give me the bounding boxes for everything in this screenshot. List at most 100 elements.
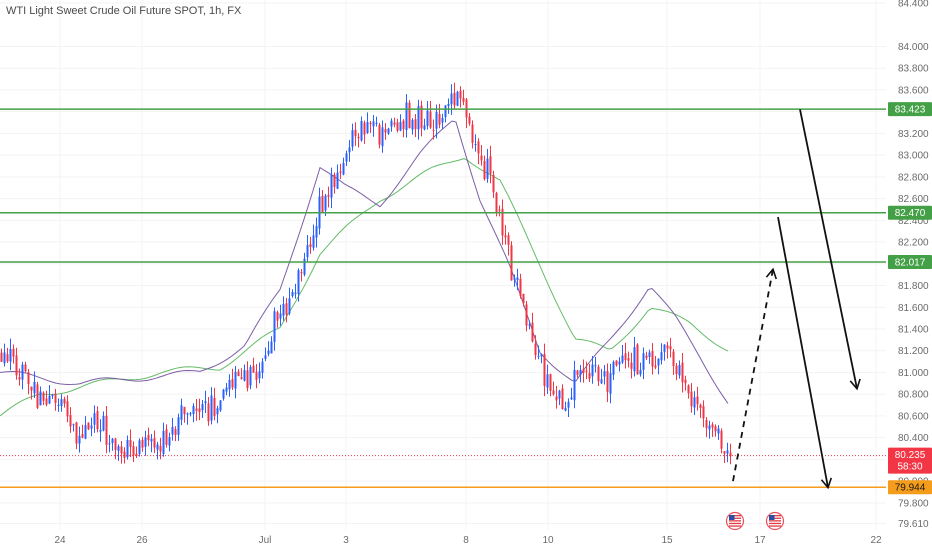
chart-grid (0, 0, 886, 530)
candle-body (84, 425, 87, 439)
level-price-tag-label: 79.944 (895, 483, 926, 494)
candle-body (531, 322, 534, 342)
candle-body (525, 304, 528, 326)
time-tick-label: Jul (259, 535, 272, 546)
candle-body (99, 429, 102, 432)
candle-body (627, 358, 630, 361)
candle-body (510, 245, 513, 281)
time-tick-label: 8 (463, 535, 469, 546)
candle-body (159, 445, 162, 452)
candle-body (351, 130, 354, 147)
candle-body (258, 371, 261, 379)
candle-body (453, 92, 456, 106)
candle-body (423, 125, 426, 130)
candle-body (366, 122, 369, 133)
candle-body (447, 103, 450, 107)
candle-body (108, 443, 111, 445)
horizontal-levels[interactable] (0, 108, 886, 488)
candle-body (591, 364, 594, 377)
candle-body (597, 366, 600, 382)
price-tick-label: 81.800 (898, 281, 929, 292)
candle-body (672, 351, 675, 367)
price-tick-label: 79.610 (898, 519, 929, 530)
candle-body (645, 355, 648, 358)
candle-body (321, 195, 324, 213)
candle-body (327, 194, 330, 197)
candle-body (426, 110, 429, 126)
candle-body (24, 364, 27, 372)
candle-body (240, 377, 243, 379)
candle-body (555, 396, 558, 401)
candle-body (420, 105, 423, 129)
flag-stripe (729, 520, 741, 522)
candle-body (273, 311, 276, 342)
candle-body (357, 136, 360, 139)
projection-arrow[interactable] (777, 216, 833, 490)
candle-body (678, 365, 681, 376)
candle-body (729, 452, 732, 457)
candle-body (723, 451, 726, 454)
candle-body (393, 122, 396, 125)
candle-body (462, 97, 465, 102)
candle-body (264, 355, 267, 359)
candle-body (36, 384, 39, 408)
candle-body (714, 426, 717, 432)
projection-arrows[interactable] (732, 109, 861, 490)
time-axis[interactable]: 24 26 Jul 3 8 10 15 17 22 (54, 535, 882, 546)
candle-body (543, 353, 546, 387)
candle-body (309, 244, 312, 247)
candle-body (168, 437, 171, 446)
candle-body (48, 395, 51, 404)
candle-body (288, 298, 291, 314)
candle-body (144, 437, 147, 447)
candle-body (681, 362, 684, 383)
candle-body (192, 405, 195, 415)
candle-body (633, 347, 636, 372)
candle-body (396, 122, 399, 131)
candle-body (0, 352, 3, 362)
flag-stripe (769, 520, 781, 522)
level-price-tag (888, 480, 932, 495)
price-tick-label: 84.400 (898, 0, 929, 10)
candle-body (237, 371, 240, 377)
candle-body (138, 440, 141, 454)
candle-body (669, 346, 672, 350)
candle-body (666, 345, 669, 349)
flag-canton (769, 515, 775, 520)
candle-body (21, 364, 24, 380)
candle-body (459, 90, 462, 99)
fast-moving-average-line (0, 120, 729, 404)
candle-body (498, 209, 501, 211)
price-tick-label: 80.800 (898, 390, 929, 401)
candle-body (135, 453, 138, 456)
projection-arrow[interactable] (799, 109, 861, 391)
price-tick-label: 82.800 (898, 172, 929, 183)
candle-body (507, 235, 510, 245)
candle-body (30, 386, 33, 391)
candle-body (408, 102, 411, 129)
flag-canton (729, 515, 735, 520)
candle-body (303, 258, 306, 275)
candle-body (225, 387, 228, 392)
candle-body (600, 379, 603, 384)
candle-body (252, 365, 255, 373)
candle-body (450, 93, 453, 105)
candle-body (120, 446, 123, 454)
us-flag-icon[interactable] (765, 511, 785, 531)
candle-body (603, 371, 606, 377)
candle-body (105, 415, 108, 445)
candle-body (618, 361, 621, 365)
event-icons[interactable] (725, 511, 785, 531)
candle-body (267, 350, 270, 355)
candle-body (693, 397, 696, 408)
candle-body (642, 353, 645, 370)
price-tick-label: 81.600 (898, 303, 929, 314)
candle-body (708, 425, 711, 430)
dashed-projection-arrow[interactable] (732, 267, 778, 482)
time-tick-label: 3 (343, 535, 349, 546)
us-flag-icon[interactable] (725, 511, 745, 531)
candle-body (345, 153, 348, 162)
candle-body (726, 450, 729, 454)
candle-body (261, 361, 264, 373)
